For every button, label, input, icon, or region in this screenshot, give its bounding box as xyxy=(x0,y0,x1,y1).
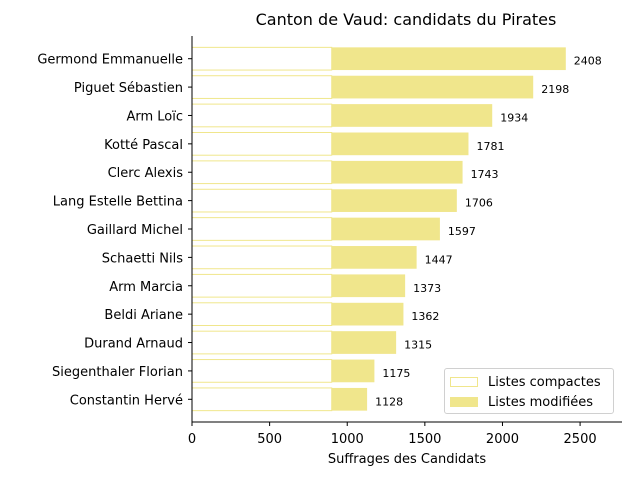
y-tick-label: Clerc Alexis xyxy=(108,166,184,181)
bar-modifiees xyxy=(331,132,469,156)
y-tick-label: Arm Marcia xyxy=(109,280,183,295)
legend-swatch-modifiees xyxy=(450,397,478,407)
data-label: 1706 xyxy=(465,197,493,210)
bar-modifiees xyxy=(331,217,440,241)
data-label: 1743 xyxy=(471,168,499,181)
data-label: 1315 xyxy=(404,339,432,352)
y-tick-label: Piguet Sébastien xyxy=(74,81,183,96)
x-tick-label: 0 xyxy=(188,432,196,447)
y-tick-label: Germond Emmanuelle xyxy=(37,53,183,68)
bar-modifiees xyxy=(331,47,566,71)
bar-modifiees xyxy=(331,331,397,354)
bar-compactes xyxy=(191,330,333,355)
data-label: 1934 xyxy=(500,111,528,124)
chart-title: Canton de Vaud: candidats du Pirates xyxy=(256,10,557,29)
bar-compactes xyxy=(191,245,333,270)
data-label: 2408 xyxy=(574,55,602,68)
bar-modifiees xyxy=(331,104,493,127)
bar-modifiees xyxy=(331,246,417,269)
bar-modifiees xyxy=(331,387,368,411)
y-tick-label: Gaillard Michel xyxy=(87,223,183,238)
bar-modifiees xyxy=(331,75,534,99)
data-label: 2198 xyxy=(541,83,569,96)
bar-modifiees xyxy=(331,274,406,298)
data-label: 1175 xyxy=(382,367,410,380)
bar-compactes xyxy=(191,359,333,383)
y-tick-label: Beldi Ariane xyxy=(104,308,183,323)
x-tick-label: 2000 xyxy=(486,432,519,447)
legend-entry-modifiees: Listes modifiées xyxy=(450,393,593,411)
x-tick-label: 2500 xyxy=(564,432,597,447)
bar-compactes xyxy=(191,188,333,213)
y-tick-label: Siegenthaler Florian xyxy=(52,365,183,380)
y-tick-label: Constantin Hervé xyxy=(70,393,183,408)
bar-compactes xyxy=(191,302,333,327)
y-tick-label: Lang Estelle Bettina xyxy=(53,195,183,210)
bar-compactes xyxy=(191,103,333,128)
y-tick-label: Durand Arnaud xyxy=(84,337,183,352)
ticks-group: Germond Emmanuelle Piguet Sébastien Arm Lo… xyxy=(37,53,596,447)
x-tick-label: 1000 xyxy=(331,432,364,447)
data-label: 1362 xyxy=(411,310,439,323)
bar-compactes xyxy=(191,160,333,185)
legend-swatch-compactes xyxy=(450,377,478,387)
x-tick-label: 500 xyxy=(257,432,282,447)
bar-modifiees xyxy=(331,160,463,184)
data-label: 1447 xyxy=(425,253,453,266)
data-label: 1128 xyxy=(375,395,403,408)
bar-compactes xyxy=(191,75,333,99)
bar-compactes xyxy=(191,217,333,241)
data-label: 1373 xyxy=(413,282,441,295)
y-tick-label: Schaetti Nils xyxy=(102,251,183,266)
legend-label-compactes: Listes compactes xyxy=(488,374,601,390)
legend-label-modifiees: Listes modifiées xyxy=(488,394,594,410)
bar-compactes xyxy=(191,273,333,298)
legend-entry-compactes: Listes compactes xyxy=(450,373,601,391)
bars-group: 2408 2198 1934 1781 1743 1706 1597 1447 1373 1362… xyxy=(191,46,602,412)
x-tick-label: 1500 xyxy=(408,432,441,447)
bar-modifiees xyxy=(331,302,404,326)
data-label: 1781 xyxy=(476,140,504,153)
bar-compactes xyxy=(191,46,333,71)
legend: Listes compactes Listes modifiées xyxy=(444,368,614,414)
y-tick-label: Kotté Pascal xyxy=(104,138,183,153)
data-label: 1597 xyxy=(448,225,476,238)
bar-modifiees xyxy=(331,189,457,212)
bar-compactes xyxy=(191,387,333,412)
bar-compactes xyxy=(191,132,333,156)
bar-modifiees xyxy=(331,359,375,383)
x-axis-label: Suffrages des Candidats xyxy=(328,452,487,467)
y-tick-label: Arm Loïc xyxy=(126,109,183,124)
